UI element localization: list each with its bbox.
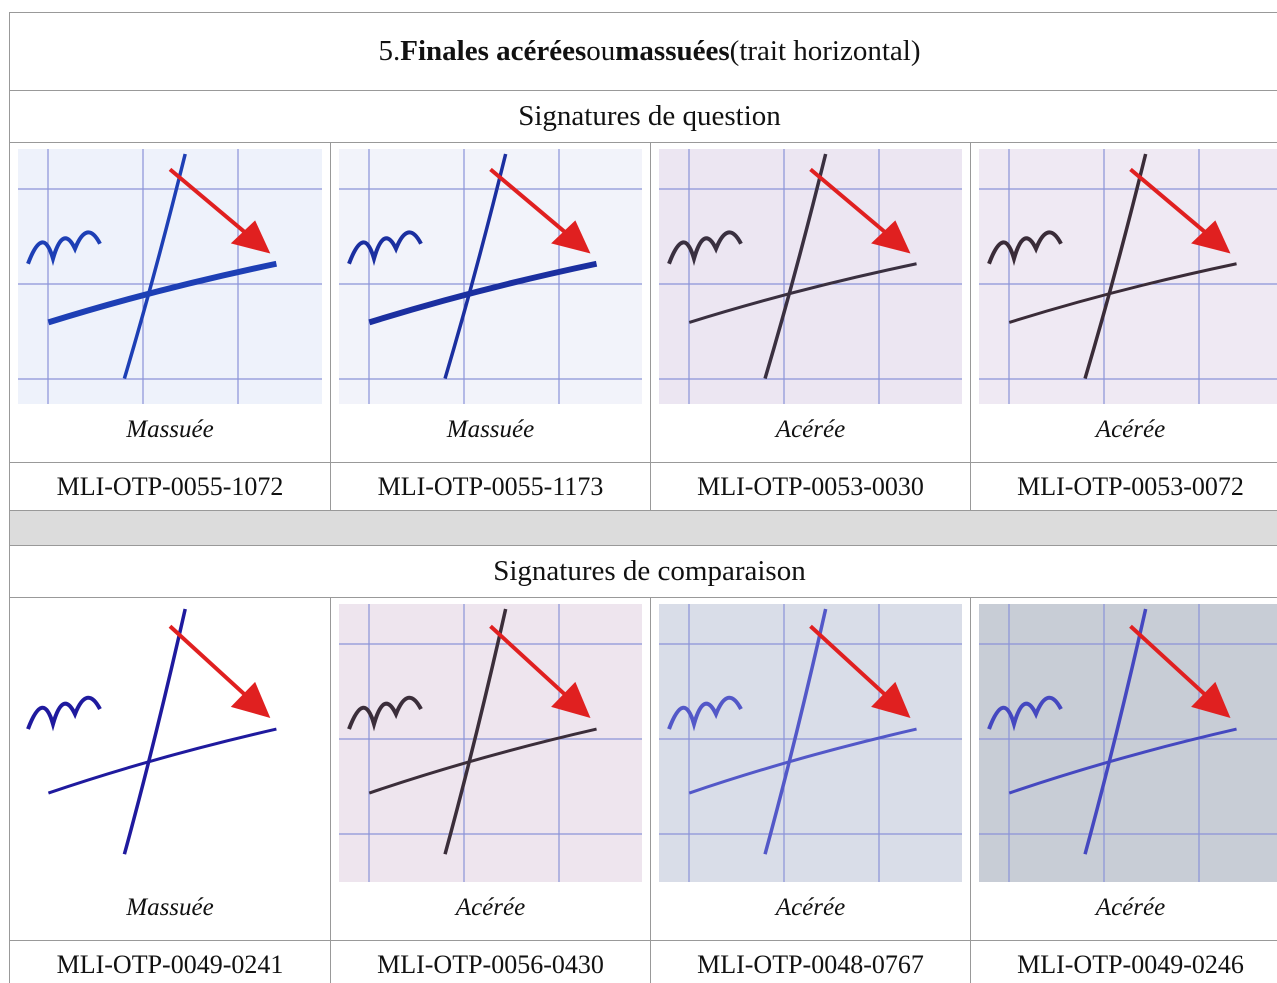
signature-id: MLI-OTP-0048-0767 <box>650 940 971 983</box>
stroke <box>688 727 917 795</box>
signature-image <box>659 149 962 404</box>
caption: Massuée <box>126 416 214 443</box>
polygon <box>230 681 271 718</box>
signature-id: MLI-OTP-0055-1072 <box>9 462 331 511</box>
stroke <box>368 260 598 326</box>
line <box>489 167 577 243</box>
rect <box>659 149 962 404</box>
stroke <box>47 727 277 795</box>
polygon <box>1191 681 1231 718</box>
signature-id: MLI-OTP-0049-0246 <box>970 940 1277 983</box>
caption: Acérée <box>775 416 846 443</box>
title-part: 5. <box>378 35 401 67</box>
signature-image <box>979 604 1277 882</box>
rect <box>979 604 1277 882</box>
stroke <box>1083 608 1148 855</box>
separator <box>9 510 1277 546</box>
stroke <box>26 230 102 267</box>
image-cell: Massuée <box>9 142 331 463</box>
stroke <box>347 695 423 732</box>
rect <box>979 149 1277 404</box>
stroke <box>1008 727 1237 795</box>
signature-id: MLI-OTP-0055-1173 <box>330 462 651 511</box>
rect <box>659 604 962 882</box>
polygon <box>1191 220 1231 254</box>
line <box>809 624 897 706</box>
caption: Massuée <box>446 416 535 443</box>
polygon <box>551 220 591 254</box>
image-cell: Massuée <box>9 597 331 941</box>
polygon <box>871 220 911 254</box>
stroke <box>667 230 743 267</box>
stroke <box>347 230 423 267</box>
line <box>168 624 257 706</box>
stroke <box>763 153 828 379</box>
signature-image <box>18 149 322 404</box>
image-cell: Acérée <box>970 597 1277 941</box>
stroke <box>1008 262 1237 324</box>
stroke <box>1083 153 1148 379</box>
signature-id: MLI-OTP-0053-0072 <box>970 462 1277 511</box>
title-part: (trait horizontal) <box>729 35 921 67</box>
stroke <box>688 262 917 324</box>
caption: Acérée <box>455 894 526 921</box>
caption: Acérée <box>775 894 846 921</box>
rect <box>339 149 642 404</box>
stroke <box>26 695 102 732</box>
section-heading: Signatures de question <box>9 90 1277 143</box>
line <box>809 167 897 243</box>
rect <box>339 604 642 882</box>
title-part: ou <box>586 35 616 67</box>
title-part: massuées <box>615 35 730 67</box>
image-cell: Acérée <box>330 597 651 941</box>
line <box>489 624 577 706</box>
stroke <box>122 153 187 379</box>
image-cell: Acérée <box>650 597 971 941</box>
signature-id: MLI-OTP-0053-0030 <box>650 462 971 511</box>
line <box>168 167 257 243</box>
rect <box>18 604 322 882</box>
rect <box>18 149 322 404</box>
stroke <box>763 608 828 855</box>
polygon <box>551 681 591 718</box>
stroke <box>47 260 278 326</box>
stroke <box>122 608 187 855</box>
line <box>1129 167 1217 243</box>
polygon <box>871 681 911 718</box>
image-cell: Acérée <box>970 142 1277 463</box>
section-heading: Signatures de comparaison <box>9 545 1277 598</box>
title-part: Finales acérées <box>400 35 587 67</box>
signature-image <box>339 604 642 882</box>
stroke <box>443 608 508 855</box>
image-cell: Acérée <box>650 142 971 463</box>
signature-image <box>659 604 962 882</box>
stroke <box>987 695 1063 732</box>
title-row: 5. Finales acérées ou massuées (trait ho… <box>9 12 1277 91</box>
line <box>1129 624 1217 706</box>
caption: Massuée <box>126 894 214 921</box>
polygon <box>230 220 271 254</box>
stroke <box>667 695 743 732</box>
stroke <box>987 230 1063 267</box>
signature-image <box>339 149 642 404</box>
caption: Acérée <box>1095 894 1166 921</box>
stroke <box>443 153 508 379</box>
stroke <box>368 727 597 795</box>
signature-id: MLI-OTP-0056-0430 <box>330 940 651 983</box>
signature-image <box>18 604 322 882</box>
caption: Acérée <box>1095 416 1166 443</box>
signature-id: MLI-OTP-0049-0241 <box>9 940 331 983</box>
image-cell: Massuée <box>330 142 651 463</box>
signature-image <box>979 149 1277 404</box>
